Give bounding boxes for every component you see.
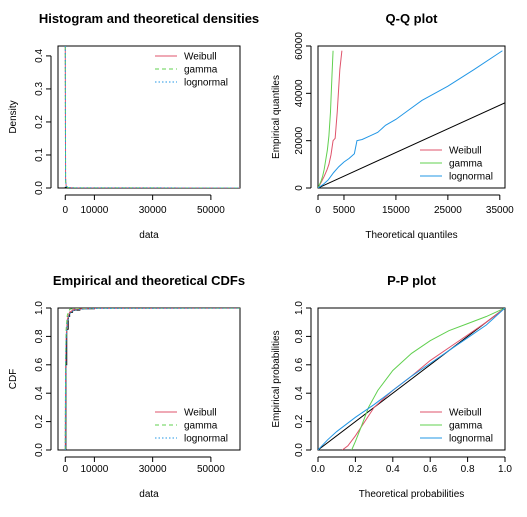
legend-label: lognormal — [449, 434, 493, 445]
y-tick-label: 0.2 — [34, 115, 45, 129]
legend: Weibull gamma lognormal — [420, 146, 493, 183]
y-tick-label: 0.4 — [294, 386, 305, 400]
y-axis-label: Density — [8, 100, 19, 133]
chart-title: Q-Q plot — [386, 11, 439, 26]
x-tick-label: 15000 — [382, 205, 410, 216]
y-tick-label: 1.0 — [294, 301, 305, 315]
data-layer — [64, 308, 240, 450]
legend-label: lognormal — [184, 78, 228, 89]
y-tick-label: 0.0 — [294, 443, 305, 457]
series-line-lognormal — [64, 308, 240, 450]
x-tick-label: 50000 — [197, 464, 225, 475]
series-line-gamma — [351, 308, 505, 450]
x-tick-label: 35000 — [486, 205, 514, 216]
x-tick-label: 0 — [62, 205, 68, 216]
x-tick-label: 0.0 — [311, 464, 325, 475]
y-tick-label: 0.2 — [34, 414, 45, 428]
plot-frame — [317, 307, 506, 451]
x-tick-label: 10000 — [80, 464, 108, 475]
x-tick-label: 25000 — [434, 205, 462, 216]
x-axis-label: data — [139, 230, 159, 241]
series-line-gamma — [318, 50, 334, 188]
y-axis-label: CDF — [8, 369, 19, 390]
y-tick-label: 40000 — [294, 79, 305, 107]
x-tick-label: 10000 — [80, 205, 108, 216]
x-axis-label: Theoretical quantiles — [365, 230, 457, 241]
panel-cdf: Empirical and theoretical CDFs data CDF 0 10… — [8, 273, 245, 500]
x-tick-label: 0.6 — [423, 464, 437, 475]
y-tick-label: 0.2 — [294, 414, 305, 428]
y-tick-label: 0 — [294, 185, 305, 191]
y-tick-label: 0.3 — [34, 82, 45, 96]
x-tick-label: 30000 — [139, 464, 167, 475]
series-line-lognormal — [318, 308, 505, 450]
y-tick-label: 1.0 — [34, 301, 45, 315]
chart-title: P-P plot — [387, 273, 437, 288]
x-axis-label: data — [139, 489, 159, 500]
x-tick-label: 30000 — [139, 205, 167, 216]
y-axis-label: Empirical quantiles — [271, 75, 282, 159]
legend-label: Weibull — [184, 408, 217, 419]
legend-label: lognormal — [449, 172, 493, 183]
y-tick-label: 20000 — [294, 126, 305, 154]
panel-pp: P-P plot Theoretical probabilities Empiric… — [271, 273, 512, 500]
panel-hist: Histogram and theoretical densities data D… — [8, 11, 259, 241]
series-line-weibull — [318, 50, 343, 188]
x-tick-label: 0 — [62, 464, 68, 475]
x-tick-label: 0.2 — [348, 464, 362, 475]
data-layer — [318, 50, 505, 188]
y-tick-label: 0.6 — [34, 357, 45, 371]
chart-title: Empirical and theoretical CDFs — [53, 273, 245, 288]
data-layer — [318, 308, 505, 450]
legend-label: gamma — [184, 65, 218, 76]
legend: Weibull gamma lognormal — [420, 408, 493, 445]
legend-label: gamma — [184, 421, 218, 432]
data-layer — [64, 46, 240, 188]
series-line-lognormal — [64, 46, 240, 188]
y-tick-label: 60000 — [294, 32, 305, 60]
y-tick-label: 0.4 — [34, 49, 45, 63]
legend-label: Weibull — [449, 408, 482, 419]
legend-label: gamma — [449, 159, 483, 170]
y-tick-label: 0.6 — [294, 357, 305, 371]
x-tick-label: 1.0 — [498, 464, 512, 475]
y-tick-label: 0.1 — [34, 148, 45, 162]
legend-label: gamma — [449, 421, 483, 432]
legend: Weibull gamma lognormal — [155, 408, 228, 445]
series-line-lognormal — [318, 50, 503, 188]
x-tick-label: 5000 — [333, 205, 356, 216]
plot-frame — [317, 45, 506, 189]
reference-line — [318, 102, 505, 188]
legend: Weibull gamma lognormal — [155, 52, 228, 89]
reference-line — [318, 308, 505, 450]
x-axis-label: Theoretical probabilities — [359, 489, 465, 500]
y-tick-label: 0.8 — [34, 329, 45, 343]
y-axis-label: Empirical probabilities — [271, 330, 282, 427]
panel-qq: Q-Q plot Theoretical quantiles Empirical q… — [271, 11, 514, 241]
y-tick-label: 0.8 — [294, 329, 305, 343]
x-tick-label: 0.8 — [461, 464, 475, 475]
x-tick-label: 0 — [315, 205, 321, 216]
legend-label: lognormal — [184, 434, 228, 445]
y-tick-label: 0.4 — [34, 386, 45, 400]
legend-label: Weibull — [449, 146, 482, 157]
y-tick-label: 0.0 — [34, 443, 45, 457]
y-tick-label: 0.0 — [34, 181, 45, 195]
x-tick-label: 0.4 — [386, 464, 400, 475]
legend-label: Weibull — [184, 52, 217, 63]
x-tick-label: 50000 — [197, 205, 225, 216]
chart-title: Histogram and theoretical densities — [39, 11, 259, 26]
